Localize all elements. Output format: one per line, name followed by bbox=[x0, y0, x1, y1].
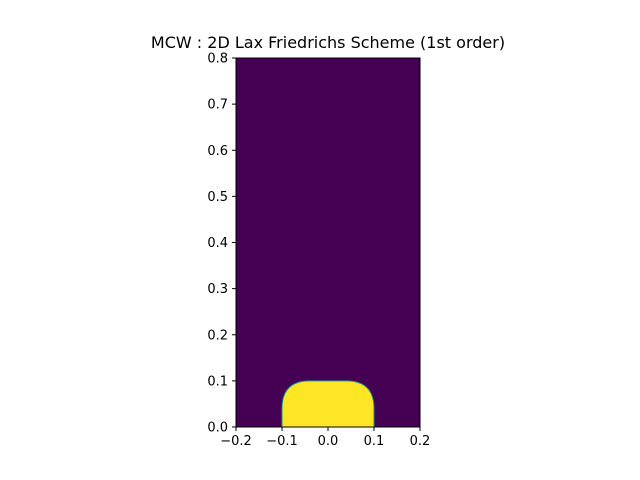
y-tick-label: 0.2 bbox=[207, 328, 228, 343]
y-tick-label: 0.8 bbox=[207, 52, 228, 67]
x-tick-label: −0.2 bbox=[220, 434, 252, 449]
y-tick-label: 0.1 bbox=[207, 374, 228, 389]
y-tick-label: 0.3 bbox=[207, 282, 228, 297]
y-tick-label: 0.6 bbox=[207, 144, 228, 159]
x-tick-label: 0.1 bbox=[364, 434, 385, 449]
x-axis: −0.2 −0.1 0.0 0.1 0.2 bbox=[220, 427, 430, 449]
chart-title: MCW : 2D Lax Friedrichs Scheme (1st orde… bbox=[151, 33, 505, 52]
plot-area bbox=[236, 58, 420, 427]
y-tick-label: 0.4 bbox=[207, 236, 228, 251]
y-tick-label: 0.5 bbox=[207, 190, 228, 205]
y-tick-label: 0.0 bbox=[207, 421, 228, 436]
x-tick-label: 0.0 bbox=[318, 434, 339, 449]
yellow-region bbox=[281, 380, 375, 428]
y-axis: 0.0 0.1 0.2 0.3 0.4 0.5 0.6 0.7 0.8 bbox=[207, 52, 236, 436]
y-tick-label: 0.7 bbox=[207, 98, 228, 113]
x-tick-label: 0.2 bbox=[410, 434, 431, 449]
x-tick-label: −0.1 bbox=[266, 434, 298, 449]
